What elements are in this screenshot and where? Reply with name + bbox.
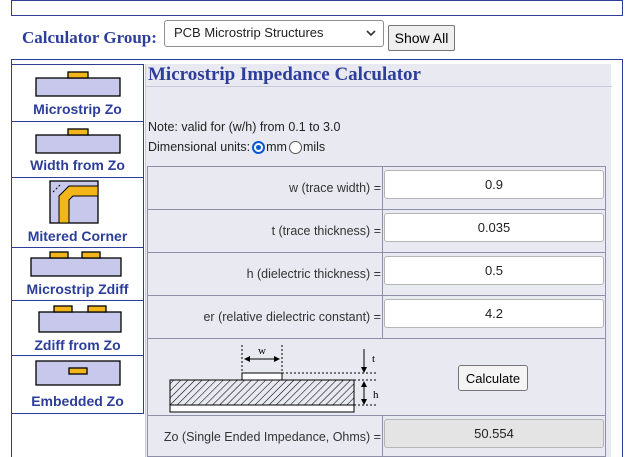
microstrip-zdiff-icon <box>30 251 122 277</box>
embedded-zo-icon <box>35 360 121 386</box>
table-row: h (dielectric thickness) = 0.5 <box>148 253 605 296</box>
calculator-group-label: Calculator Group: <box>22 28 157 47</box>
dielectric-constant-input[interactable]: 4.2 <box>384 299 604 328</box>
trace-thickness-label: t (trace thickness) = <box>271 224 381 238</box>
mils-radio-label: mils <box>302 140 326 154</box>
trace-thickness-input[interactable]: 0.035 <box>384 213 604 242</box>
units-label: Dimensional units: <box>148 140 251 154</box>
sidebar-item-width-from-zo[interactable]: Width from Zo <box>12 122 143 178</box>
sidebar-item-label: Mitered Corner <box>27 228 128 244</box>
mils-radio[interactable] <box>288 140 302 154</box>
calculate-button[interactable]: Calculate <box>458 365 528 391</box>
dielectric-thickness-label: h (dielectric thickness) = <box>246 267 381 281</box>
sidebar-item-label: Embedded Zo <box>31 393 124 409</box>
w-dimension-label: w <box>258 345 266 357</box>
show-all-button[interactable]: Show All <box>388 25 455 51</box>
mitered-corner-icon <box>49 180 99 224</box>
cell-divider <box>382 253 383 296</box>
table-row: t (trace thickness) = 0.035 <box>148 210 605 253</box>
sidebar-item-mitered-corner[interactable]: Mitered Corner <box>12 178 143 248</box>
table-row: er (relative dielectric constant) = 4.2 <box>148 296 605 339</box>
table-row: w (trace width) = 0.9 <box>148 167 605 210</box>
trace-width-input[interactable]: 0.9 <box>384 170 604 199</box>
chevron-down-icon <box>366 30 376 37</box>
cell-divider <box>382 210 383 253</box>
sidebar-item-label: Microstrip Zdiff <box>26 281 129 297</box>
result-row: Zo (Single Ended Impedance, Ohms) = 50.5… <box>148 416 605 457</box>
result-label: Zo (Single Ended Impedance, Ohms) = <box>163 430 381 444</box>
title-divider <box>146 86 612 87</box>
sidebar-item-microstrip-zo[interactable]: Microstrip Zo <box>12 65 143 122</box>
sidebar-item-label: Width from Zo <box>30 157 125 173</box>
calculator-group-value: PCB Microstrip Structures <box>174 25 324 40</box>
microstrip-icon <box>35 71 121 97</box>
mm-radio[interactable] <box>252 140 266 154</box>
microstrip-cross-section-diagram: w t h <box>169 345 379 413</box>
dielectric-constant-label: er (relative dielectric constant) = <box>203 310 381 324</box>
units-selector: Dimensional units: mm mils <box>148 140 325 154</box>
page-title: Microstrip Impedance Calculator <box>148 64 421 85</box>
sidebar-item-label: Zdiff from Zo <box>34 337 121 353</box>
cell-divider <box>382 416 383 457</box>
zdiff-from-zo-icon <box>38 305 122 333</box>
sidebar-item-embedded-zo[interactable]: Embedded Zo <box>12 356 143 413</box>
cell-divider <box>382 167 383 210</box>
sidebar-item-zdiff-from-zo[interactable]: Zdiff from Zo <box>12 301 143 356</box>
calculator-sidebar: Microstrip Zo Width from Zo Mitered Corn… <box>11 64 144 414</box>
sidebar-item-microstrip-zdiff[interactable]: Microstrip Zdiff <box>12 248 143 301</box>
cell-divider <box>382 296 383 339</box>
validity-note: Note: valid for (w/h) from 0.1 to 3.0 <box>148 120 341 134</box>
width-from-zo-icon <box>35 128 121 154</box>
dielectric-thickness-input[interactable]: 0.5 <box>384 256 604 285</box>
impedance-result-field: 50.554 <box>384 419 604 448</box>
calculator-group-select[interactable]: PCB Microstrip Structures <box>164 20 384 47</box>
sidebar-item-label: Microstrip Zo <box>33 101 122 117</box>
trace-width-label: w (trace width) = <box>288 181 381 195</box>
t-dimension-label: t <box>372 353 375 365</box>
h-dimension-label: h <box>373 389 379 401</box>
diagram-row <box>148 339 605 416</box>
mm-radio-label: mm <box>266 140 287 154</box>
